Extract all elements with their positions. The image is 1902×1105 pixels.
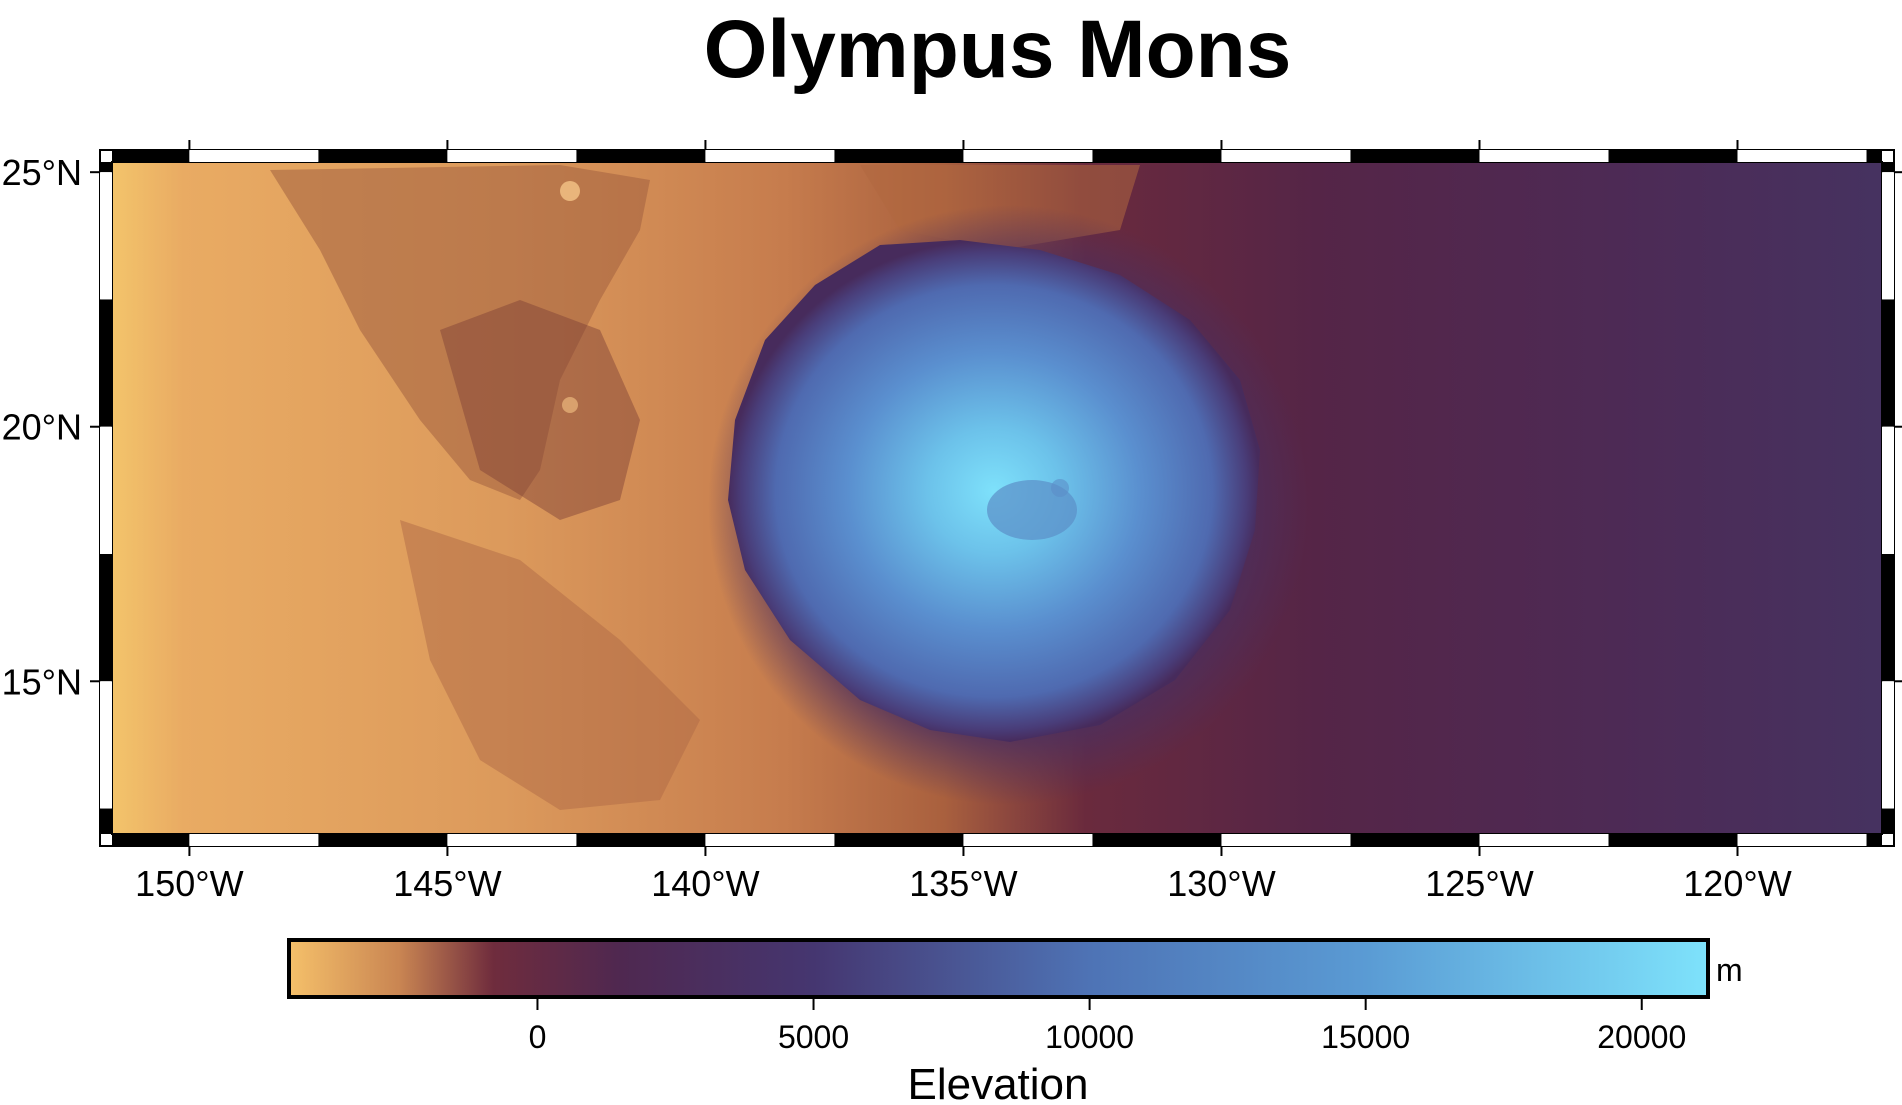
frame-check-left [100,172,112,300]
frame-check-left [100,426,112,554]
colorbar-tick-label: 15000 [1321,1019,1410,1055]
frame-check-top [1608,150,1738,162]
frame-check-bottom [189,834,319,846]
colorbar-tick-label: 20000 [1597,1019,1686,1055]
olympus-mons-shield [728,240,1260,742]
frame-check-bottom [1737,834,1867,846]
frame-check-top [834,150,964,162]
latitude-axis: 25°N 20°N 15°N [2,152,1902,702]
lat-tick-label: 25°N [2,152,82,193]
frame-check-top [318,150,448,162]
colorbar: m 0 5000 10000 15000 20000 Elevation [287,938,1743,1105]
frame-check-left [100,299,112,427]
terrain-layer [112,162,1882,834]
frame-check-top [1737,150,1867,162]
colorbar-tick-label: 0 [529,1019,547,1055]
lon-tick-label: 145°W [393,863,501,904]
lon-tick-label: 150°W [135,863,243,904]
aureole-north [270,165,650,500]
frame-check-bottom [963,834,1093,846]
colorbar-unit: m [1716,952,1743,988]
frame-check-left [100,681,112,809]
frame-check-bottom [1479,834,1609,846]
frame-check-top [1479,150,1609,162]
frame-check-top [1350,150,1480,162]
frame-check-right [1882,172,1894,300]
frame-check-bottom [447,834,577,846]
colorbar-bar [287,938,1710,999]
frame-check-right [1882,162,1894,173]
lon-tick-label: 140°W [651,863,759,904]
frame-check-top [112,150,190,162]
lon-tick-label: 135°W [909,863,1017,904]
frame-check-bottom [1092,834,1222,846]
crater-north [560,181,580,201]
frame-check-top [1866,150,1882,162]
lon-tick-label: 130°W [1167,863,1275,904]
frame-checkerboard [100,150,1894,846]
caldera-pit [1051,479,1069,497]
frame-check-bottom [112,834,190,846]
colorbar-tick-label: 5000 [778,1019,849,1055]
frame-check-bottom [1350,834,1480,846]
crater-mid [562,397,578,413]
lat-tick-label: 20°N [2,407,82,448]
lon-tick-label: 120°W [1683,863,1791,904]
frame-check-top [1221,150,1351,162]
colorbar-tick-label: 10000 [1045,1019,1134,1055]
frame-check-top [576,150,706,162]
colorbar-ticks: 0 5000 10000 15000 20000 [529,999,1686,1055]
aureole-south [400,520,700,810]
frame-check-right [1882,426,1894,554]
frame-check-top [705,150,835,162]
frame-check-bottom [318,834,448,846]
lon-tick-label: 125°W [1425,863,1533,904]
longitude-axis: 150°W 145°W 140°W 135°W 130°W 125°W 120°W [135,140,1792,904]
colorbar-title: Elevation [907,1060,1088,1105]
frame-check-top [963,150,1093,162]
frame-check-right [1882,808,1894,834]
frame-check-top [1092,150,1222,162]
lat-tick-label: 15°N [2,661,82,702]
frame-check-right [1882,299,1894,427]
frame-check-left [100,554,112,682]
frame-check-bottom [1866,834,1882,846]
frame-check-top [447,150,577,162]
frame-check-bottom [1608,834,1738,846]
frame-check-bottom [834,834,964,846]
frame-check-bottom [1221,834,1351,846]
aureole-dark-core [440,300,640,520]
frame-check-left [100,162,112,173]
map-frame [99,149,1895,847]
map-title: Olympus Mons [703,4,1292,95]
frame-check-bottom [705,834,835,846]
frame-check-top [189,150,319,162]
frame-check-left [100,808,112,834]
frame-check-bottom [576,834,706,846]
frame-check-right [1882,554,1894,682]
frame-check-right [1882,681,1894,809]
